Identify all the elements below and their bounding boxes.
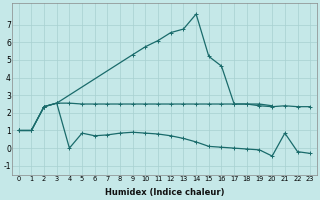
X-axis label: Humidex (Indice chaleur): Humidex (Indice chaleur) (105, 188, 224, 197)
